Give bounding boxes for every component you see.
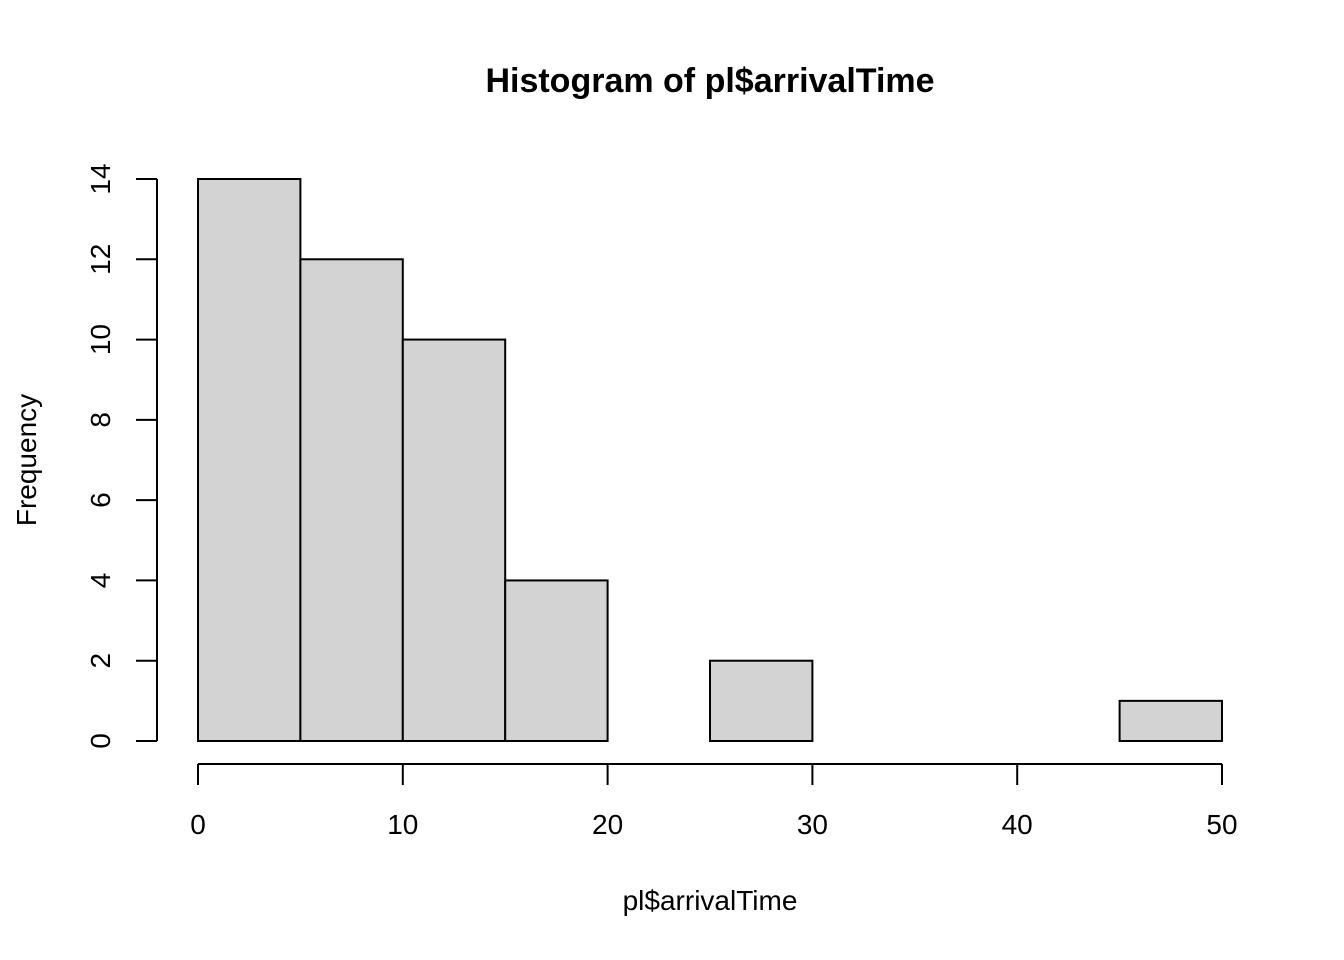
- x-tick-label: 10: [387, 809, 418, 840]
- x-tick-label: 40: [1002, 809, 1033, 840]
- y-tick-label: 10: [85, 324, 116, 355]
- y-tick-label: 8: [85, 412, 116, 428]
- histogram-bar-3: [504, 579, 609, 743]
- y-tick-label: 12: [85, 244, 116, 275]
- bars-group: [197, 178, 1223, 743]
- x-tick-label: 0: [190, 809, 206, 840]
- histogram-bar-5: [709, 659, 814, 743]
- x-tick-label: 30: [797, 809, 828, 840]
- y-tick-label: 4: [85, 573, 116, 589]
- y-tick-label: 2: [85, 653, 116, 669]
- x-axis: 0 10 20 30 40 50: [190, 763, 1238, 840]
- y-axis-label: Frequency: [11, 394, 42, 526]
- y-tick-label: 0: [85, 733, 116, 749]
- histogram-bar-9: [1118, 699, 1223, 742]
- chart-title: Histogram of pl$arrivalTime: [485, 62, 934, 100]
- histogram-bar-1: [299, 258, 404, 742]
- x-tick-label: 50: [1206, 809, 1237, 840]
- y-tick-label: 6: [85, 492, 116, 508]
- histogram-bar-0: [197, 178, 302, 742]
- x-tick-label: 20: [592, 809, 623, 840]
- histogram-bar-2: [401, 338, 507, 742]
- y-tick-label: 14: [85, 163, 116, 194]
- x-axis-label: pl$arrivalTime: [623, 885, 798, 916]
- y-axis: 0 2 4 6 8 10 12 14: [85, 163, 158, 749]
